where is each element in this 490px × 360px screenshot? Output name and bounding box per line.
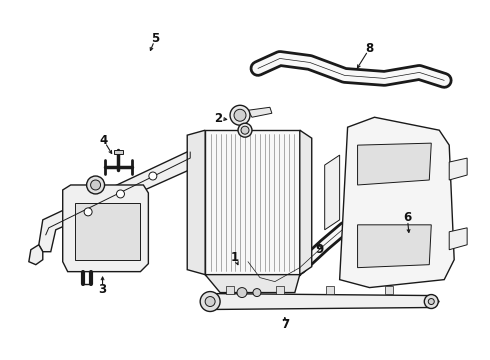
Circle shape [117, 190, 124, 198]
Polygon shape [205, 130, 300, 275]
Polygon shape [63, 185, 148, 272]
Polygon shape [449, 158, 467, 180]
Circle shape [200, 292, 220, 311]
Circle shape [87, 176, 104, 194]
Circle shape [253, 289, 261, 297]
Text: 2: 2 [214, 112, 222, 125]
Polygon shape [300, 130, 312, 275]
Circle shape [149, 172, 157, 180]
Polygon shape [187, 130, 205, 275]
Polygon shape [232, 137, 252, 155]
Circle shape [205, 297, 215, 306]
Polygon shape [449, 228, 467, 250]
Polygon shape [39, 148, 200, 252]
Text: 3: 3 [98, 283, 107, 296]
Text: 8: 8 [366, 42, 374, 55]
Polygon shape [386, 285, 393, 293]
Circle shape [91, 180, 100, 190]
Polygon shape [358, 225, 431, 268]
Text: 1: 1 [231, 251, 239, 264]
Polygon shape [29, 245, 43, 265]
Polygon shape [114, 150, 123, 154]
Polygon shape [358, 143, 431, 185]
Polygon shape [325, 155, 340, 230]
Circle shape [237, 288, 247, 298]
Circle shape [84, 208, 92, 216]
Text: 4: 4 [99, 134, 108, 147]
Circle shape [424, 294, 438, 309]
Polygon shape [205, 275, 300, 293]
Polygon shape [276, 285, 284, 293]
Circle shape [230, 105, 250, 125]
Polygon shape [326, 285, 334, 293]
Polygon shape [248, 107, 272, 117]
Circle shape [234, 109, 246, 121]
Polygon shape [226, 285, 234, 293]
Polygon shape [74, 203, 141, 260]
Text: 5: 5 [151, 32, 159, 45]
Circle shape [428, 298, 434, 305]
Circle shape [241, 126, 249, 134]
Text: 6: 6 [403, 211, 412, 224]
Text: 9: 9 [316, 243, 324, 256]
Polygon shape [340, 117, 454, 288]
Circle shape [238, 123, 252, 137]
Text: 7: 7 [281, 318, 289, 331]
Polygon shape [210, 293, 439, 310]
